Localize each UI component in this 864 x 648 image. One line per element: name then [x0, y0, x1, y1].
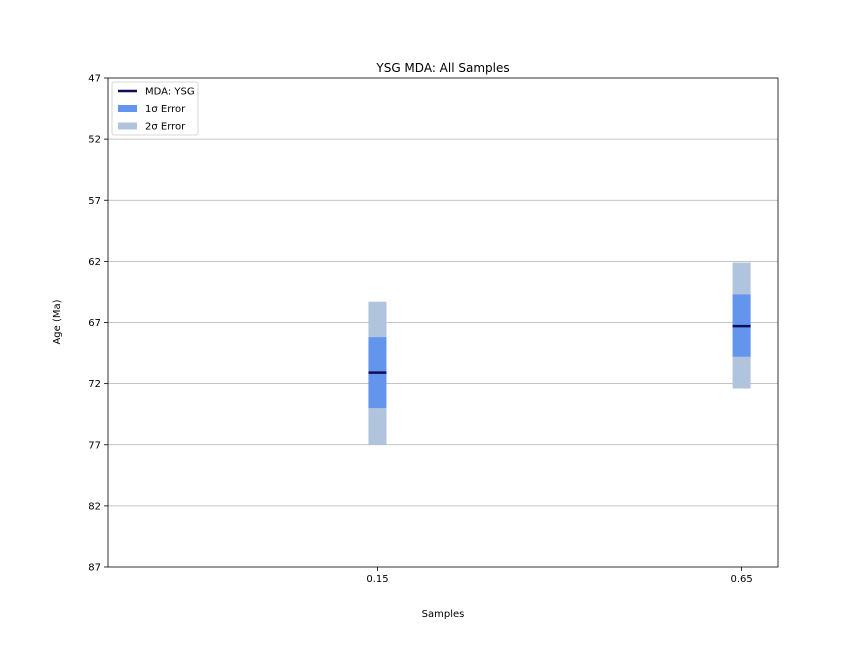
y-tick-label: 67	[88, 318, 101, 329]
legend: MDA: YSG 1σ Error 2σ Error	[111, 81, 199, 136]
legend-label: 1σ Error	[145, 104, 186, 115]
y-tick-label: 77	[88, 440, 101, 451]
legend-label: 2σ Error	[145, 122, 186, 133]
y-tick-label: 52	[88, 135, 101, 146]
y-tick-label: 62	[88, 257, 101, 268]
legend-swatch-error	[118, 105, 137, 112]
x-tick-label: 0.65	[730, 574, 752, 585]
axis-layer: 47 52 57 62 67 72 77 82 87 0.15 0.65	[88, 74, 752, 586]
chart-title: YSG MDA: All Samples	[375, 61, 509, 75]
y-tick-label: 82	[88, 501, 101, 512]
y-tick-label: 57	[88, 196, 101, 207]
legend-swatch-error	[118, 122, 137, 130]
x-axis-label: Samples	[422, 609, 465, 620]
bar-layer	[368, 262, 751, 445]
x-tick-label: 0.15	[366, 574, 388, 585]
y-tick-label: 72	[88, 379, 101, 390]
legend-label: MDA: YSG	[145, 87, 195, 98]
grid-layer	[108, 138, 778, 507]
y-tick-label: 47	[88, 74, 101, 85]
y-tick-label: 87	[88, 563, 101, 574]
y-axis-label: Age (Ma)	[52, 299, 63, 344]
legend-box	[111, 81, 199, 136]
